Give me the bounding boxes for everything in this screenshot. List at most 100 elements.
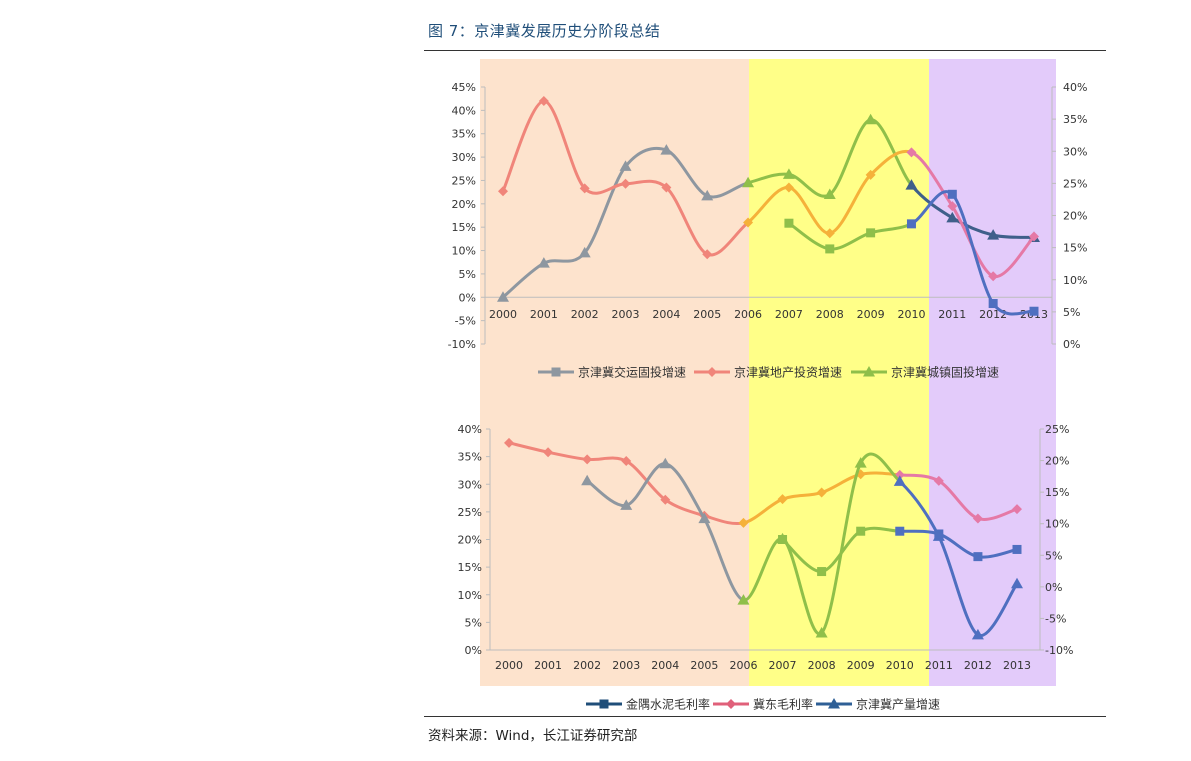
right-tick-label: 20% [1045, 455, 1069, 468]
data-point [784, 218, 794, 228]
right-tick-label: 30% [1063, 145, 1087, 158]
left-tick-label: 20% [458, 534, 482, 547]
data-point [504, 437, 514, 448]
data-point [933, 475, 944, 486]
x-tick-label: 2002 [573, 659, 601, 672]
series-line-segment [583, 164, 628, 255]
series-line-segment [624, 146, 668, 168]
data-point [660, 144, 673, 155]
x-tick-label: 2010 [897, 308, 925, 321]
series-line-segment [542, 99, 587, 190]
data-point [778, 535, 788, 544]
x-tick-label: 2012 [979, 308, 1007, 321]
legend-label: 京津冀地产投资增速 [734, 365, 842, 380]
x-tick-label: 2006 [729, 659, 757, 672]
data-point [934, 529, 944, 539]
data-point [988, 299, 998, 309]
upper-chart: -10% -5% 0% 5% 10% 15% 20% 25% 30% 35% 40% 45% 0% 5% 1… [448, 81, 1088, 351]
data-point [895, 526, 905, 536]
data-point [578, 246, 591, 258]
data-point [543, 447, 554, 458]
right-tick-label: 15% [1063, 242, 1087, 255]
x-tick-label: 2004 [652, 308, 680, 321]
right-tick-label: 5% [1045, 549, 1062, 562]
data-point [777, 494, 788, 505]
data-point [825, 244, 835, 254]
legend-marker [599, 699, 609, 709]
right-tick-label: 10% [1063, 274, 1087, 287]
left-tick-label: 0% [459, 291, 476, 304]
data-point [947, 189, 957, 199]
data-point [537, 257, 550, 268]
x-tick-label: 2010 [886, 659, 914, 672]
source-note: 资料来源：Wind，长江证券研究部 [428, 728, 638, 744]
data-point [906, 147, 917, 158]
x-tick-label: 2004 [651, 659, 679, 672]
data-point [783, 182, 794, 193]
data-point [866, 228, 876, 238]
x-tick-label: 2001 [534, 659, 562, 672]
data-point [737, 594, 750, 605]
data-point [743, 217, 754, 228]
left-tick-label: 40% [452, 104, 476, 117]
left-tick-label: 40% [458, 423, 482, 436]
x-tick-label: 2013 [1003, 659, 1031, 672]
x-tick-label: 2003 [612, 308, 640, 321]
series-line-segment [702, 517, 745, 602]
right-tick-label: 15% [1045, 486, 1069, 499]
legend-marker [726, 699, 736, 709]
data-point [620, 178, 631, 189]
left-tick-label: 35% [458, 451, 482, 464]
data-point [619, 160, 632, 171]
upper-legend: 京津冀交运固投增速 京津冀地产投资增速 京津冀城镇固投增速 [538, 365, 999, 380]
series-line-segment [950, 192, 995, 306]
right-tick-label: 0% [1063, 338, 1080, 351]
x-tick-label: 2012 [964, 659, 992, 672]
right-tick-label: 10% [1045, 518, 1069, 531]
data-point [1012, 544, 1022, 554]
data-point [497, 291, 509, 302]
legend-label: 冀东毛利率 [753, 697, 813, 712]
data-point [581, 474, 594, 486]
legend-label: 京津冀城镇固投增速 [891, 365, 999, 380]
data-point [865, 169, 876, 180]
data-point [947, 201, 958, 212]
legend-marker [863, 366, 875, 377]
data-point [1029, 231, 1039, 242]
left-tick-label: -10% [448, 338, 476, 351]
left-tick-label: 0% [465, 644, 482, 657]
left-tick-label: 5% [459, 268, 476, 281]
data-point [742, 176, 755, 188]
data-point [823, 188, 836, 199]
right-tick-label: 0% [1045, 581, 1062, 594]
bottom-rule [424, 716, 1106, 717]
series-line-segment [909, 150, 954, 208]
left-tick-label: 10% [458, 589, 482, 602]
data-point [498, 186, 508, 197]
data-point [824, 228, 835, 239]
series-line-segment [624, 459, 667, 502]
data-point [782, 168, 795, 179]
legend-label: 京津冀交运固投增速 [578, 365, 686, 380]
x-tick-label: 2007 [775, 308, 803, 321]
data-point [816, 487, 827, 498]
x-tick-label: 2000 [495, 659, 523, 672]
series-line-segment [937, 534, 980, 637]
phase-3-band [929, 59, 1056, 686]
data-point [582, 454, 593, 465]
data-point [660, 494, 671, 505]
series-line-segment [501, 99, 546, 193]
legend-marker [551, 367, 561, 377]
data-point [893, 475, 906, 486]
x-tick-label: 2008 [816, 308, 844, 321]
left-tick-label: 5% [465, 616, 482, 629]
data-point [738, 517, 749, 528]
data-point [579, 183, 590, 194]
x-tick-label: 2003 [612, 659, 640, 672]
data-point [946, 211, 959, 223]
data-point [854, 457, 867, 468]
data-point [1012, 504, 1022, 515]
x-tick-label: 2001 [530, 308, 558, 321]
right-tick-label: 40% [1063, 81, 1087, 94]
